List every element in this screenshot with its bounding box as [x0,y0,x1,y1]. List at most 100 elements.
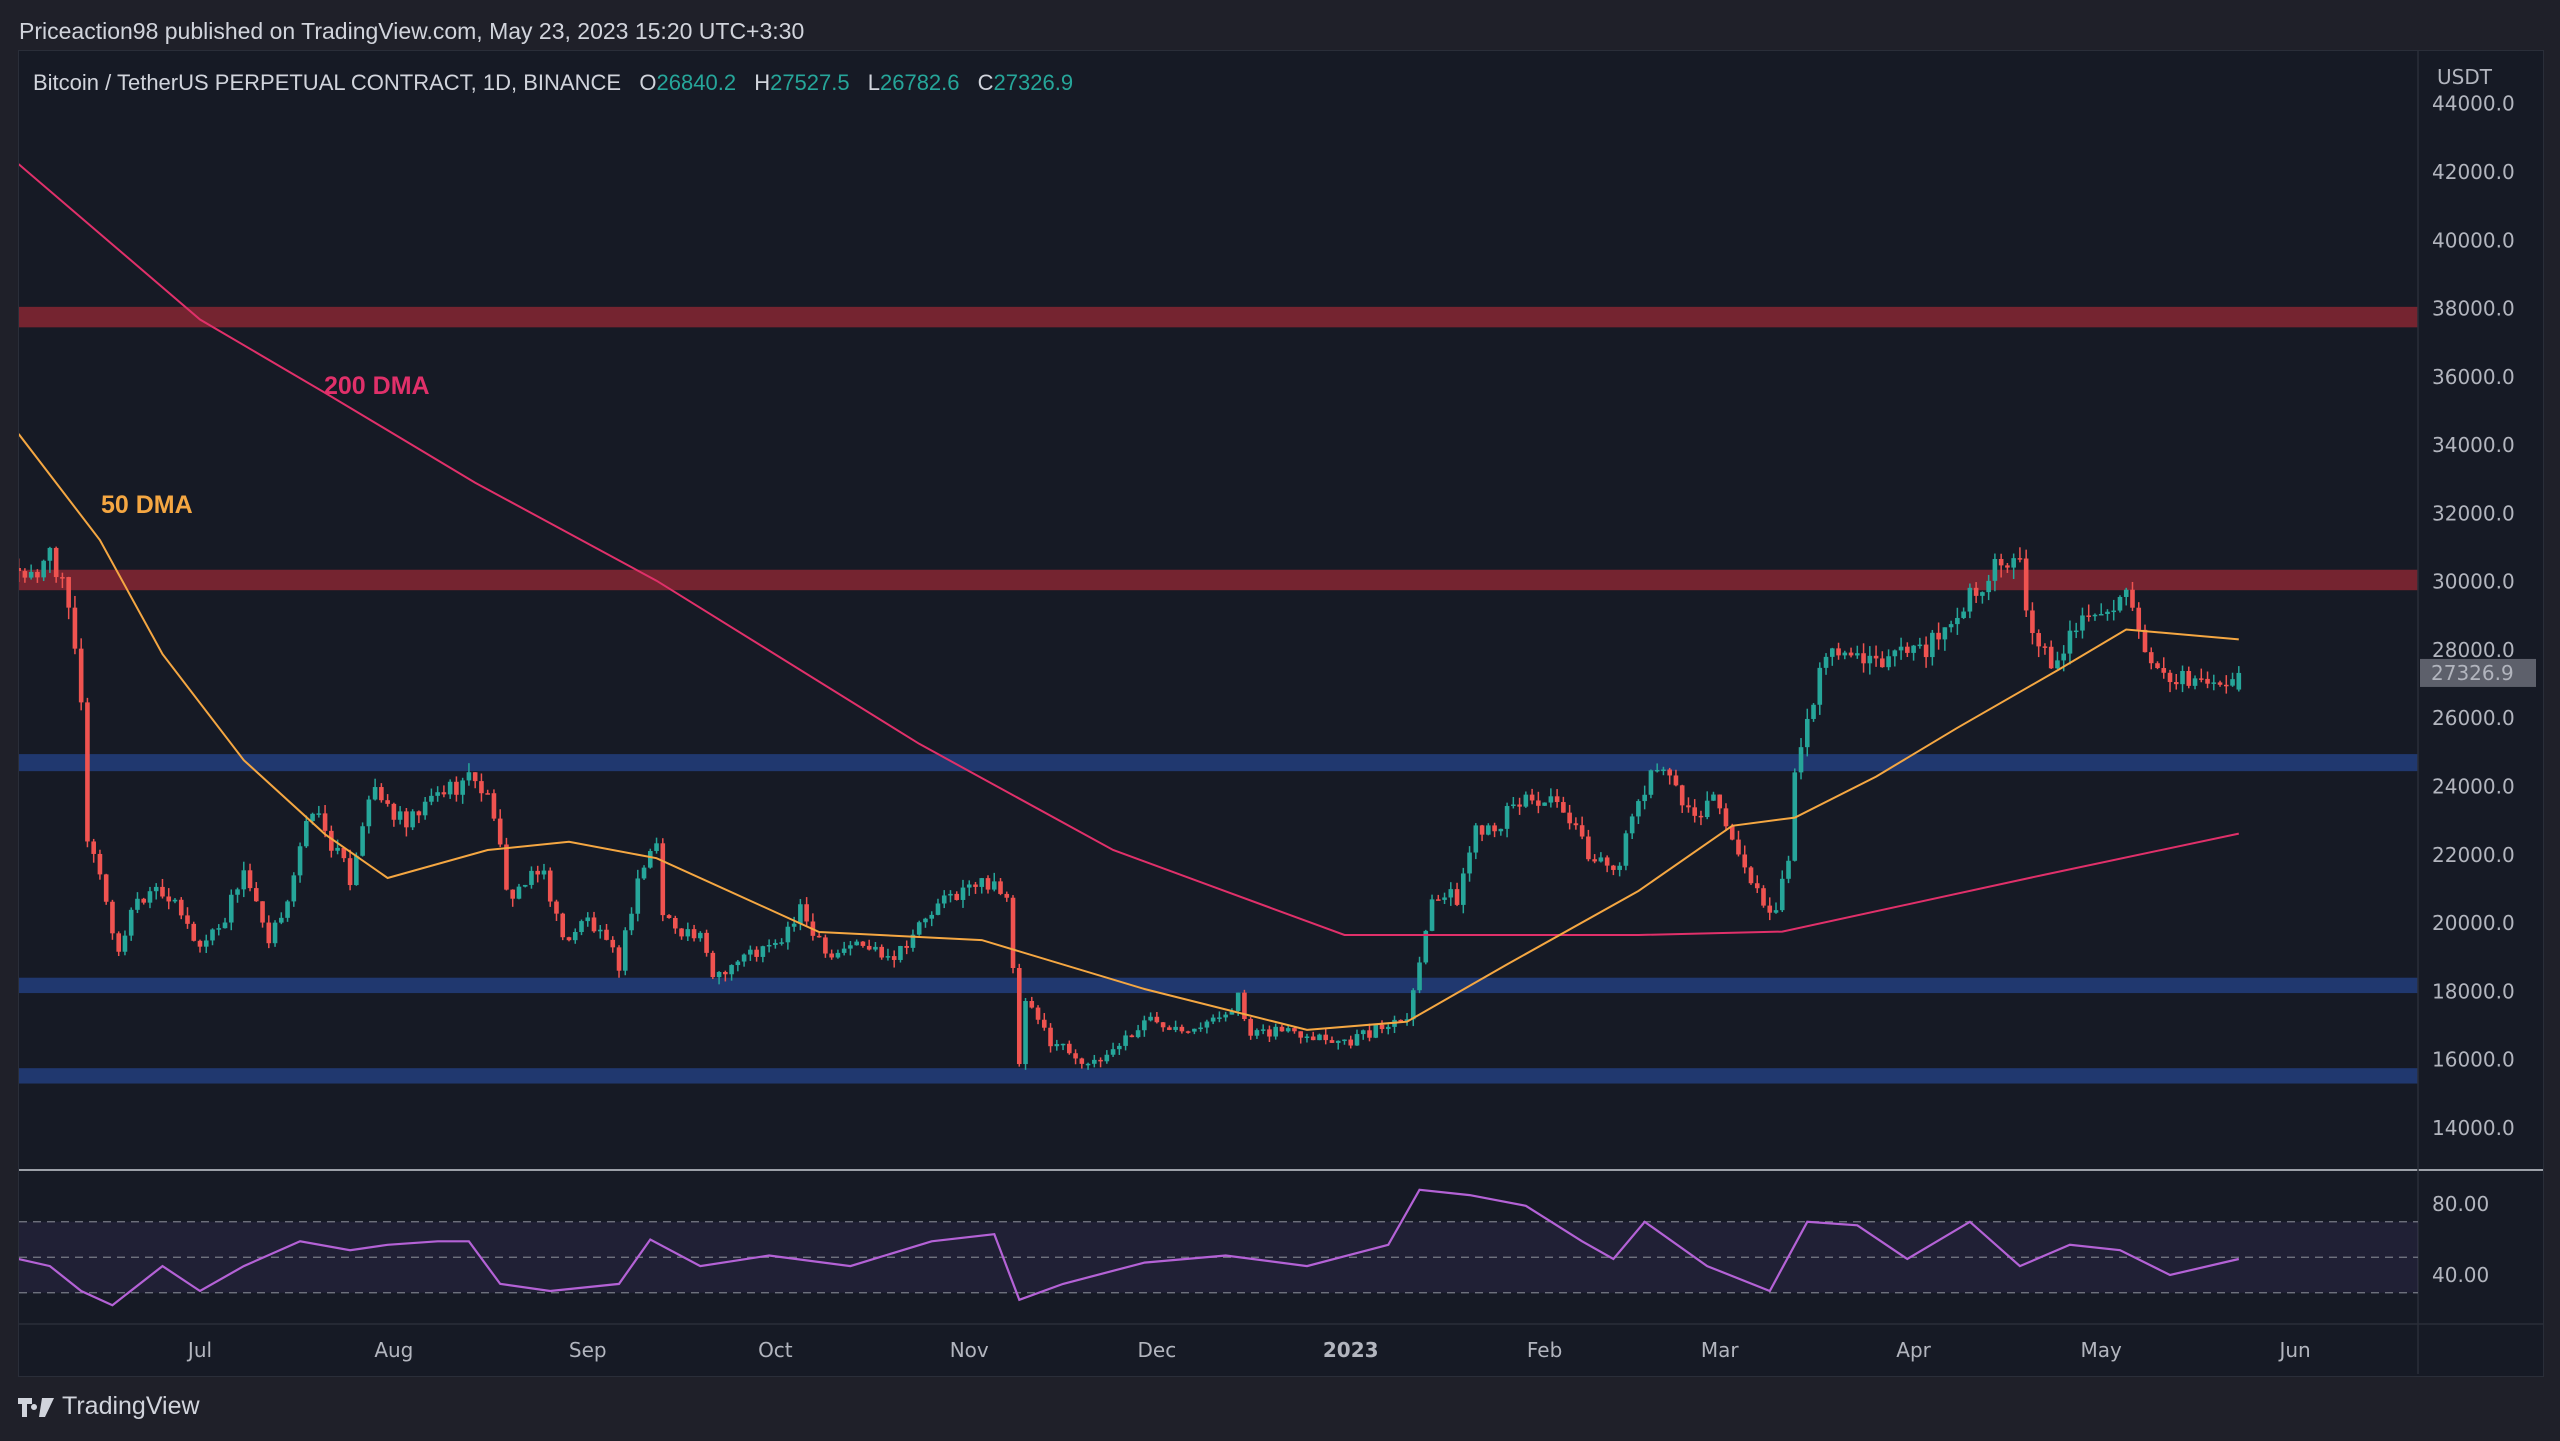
price-chart[interactable]: 200 DMA 50 DMA USDT 44000.0 42000.0 40000.0 38… [19,51,2543,1376]
candle-body [704,932,709,953]
candle-body [1998,558,2004,566]
footer[interactable]: TradingView [18,1392,200,1421]
candle-body [735,961,741,966]
candle-body [297,846,303,876]
candle-body [1223,1014,1228,1018]
candle-body [1723,808,1729,827]
candle-body [1892,650,1898,657]
candle-body [597,929,603,932]
time-tick-label: Jul [186,1338,212,1362]
candle-body [616,947,622,971]
price-tick-label: 16000.0 [2432,1048,2515,1072]
candle-body [1905,646,1910,653]
candle-body [210,929,215,941]
candle-body [454,781,459,795]
candle-body [729,965,734,975]
candle-body [541,870,547,875]
candle-body [685,929,691,937]
candle-body [2023,558,2029,611]
chart-frame[interactable]: 200 DMA 50 DMA USDT 44000.0 42000.0 40000.0 38… [18,50,2544,1377]
candle-body [879,946,884,958]
candle-body [91,841,96,854]
rsi-band-fill [19,1221,2418,1293]
candle-body [1110,1049,1116,1055]
candle-body [1867,655,1873,664]
candle-body [1886,656,1891,668]
candle-body [966,884,972,888]
candle-body [804,904,809,922]
candle-body [260,901,265,923]
last-price-label: 27326.9 [2431,661,2514,685]
candle-body [197,940,203,947]
candle-body [960,887,966,900]
candle-body [372,787,378,800]
candle-body [2155,663,2160,669]
candle-body [891,956,897,960]
candle-body [1736,839,1741,855]
price-tick-label: 36000.0 [2432,365,2515,389]
dma-200-label: 200 DMA [324,372,430,400]
candle-body [2205,678,2210,684]
candle-body [1185,1031,1191,1033]
candle-body [1673,775,1679,786]
candle-body [698,932,703,939]
candle-body [1829,648,1835,657]
candle-body [141,898,147,903]
candle-body [53,547,59,578]
candle-body [1198,1027,1203,1030]
candle-body [1192,1028,1197,1032]
candle-body [22,571,28,578]
candle-body [472,772,478,782]
candle-body [1004,893,1010,898]
candle-body [647,851,653,868]
time-tick-label: Feb [1527,1338,1562,1362]
candle-body [2167,672,2173,683]
price-tick-label: 42000.0 [2432,160,2515,184]
time-tick-label: Aug [374,1338,413,1362]
candle-body [1229,1011,1235,1015]
time-tick-label: 2023 [1323,1338,1379,1362]
candle-body [1379,1024,1385,1030]
candle-body [666,915,672,918]
candle-body [354,855,359,886]
candle-body [1016,967,1022,1065]
candle-body [1986,580,1991,593]
candle-body [1060,1043,1066,1046]
candle-body [1461,873,1466,905]
candle-body [1473,825,1479,853]
candle-body [860,941,866,946]
candle-body [1429,899,1435,931]
candle-body [748,949,753,955]
candle-body [304,821,309,847]
candle-body [2105,611,2110,614]
candle-body [1767,905,1773,913]
rsi-tick-label: 80.00 [2432,1192,2489,1216]
candle-body [1079,1058,1085,1064]
candle-body [848,945,853,949]
candle-body [1217,1017,1222,1019]
candle-body [1179,1026,1185,1032]
candle-body [2055,660,2060,669]
candle-body [1442,897,1447,900]
candle-body [1348,1039,1354,1046]
candle-body [1498,828,1504,832]
candle-body [347,858,353,886]
candle-body [1598,857,1604,862]
candle-body [1798,747,1804,773]
candle-body [2130,589,2135,608]
candle-body [604,929,609,940]
candle-body [1135,1030,1141,1038]
candle-body [510,889,515,899]
candle-body [316,813,322,815]
candle-body [1823,656,1829,668]
candle-body [2073,630,2079,633]
candle-body [491,793,497,819]
candle-body [1435,899,1441,901]
candle-body [898,945,903,960]
candle-body [2211,682,2217,684]
candle-body [798,904,803,924]
candle-body [1235,992,1241,1012]
candle-body [1973,587,1979,596]
candle-body [1629,816,1635,834]
candle-body [1842,652,1848,656]
